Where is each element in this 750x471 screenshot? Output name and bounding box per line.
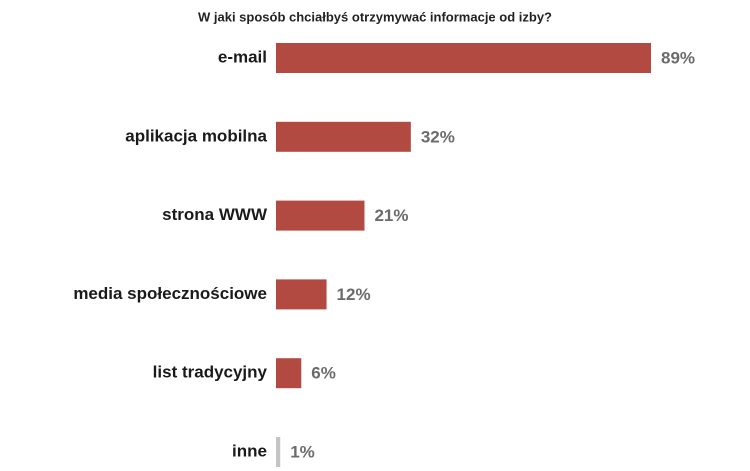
bar <box>276 121 411 152</box>
value-label: 32% <box>421 127 455 146</box>
bar <box>276 358 302 389</box>
bar <box>276 437 281 467</box>
value-label: 12% <box>337 285 371 304</box>
chart-title: W jaki sposób chciałbyś otrzymywać infor… <box>198 9 552 24</box>
category-label: e-mail <box>218 47 267 66</box>
category-label: media społecznościowe <box>73 284 267 303</box>
category-label: inne <box>232 441 267 460</box>
value-label: 21% <box>374 206 408 225</box>
category-label: aplikacja mobilna <box>125 126 267 145</box>
bar <box>276 43 651 73</box>
category-label: strona WWW <box>162 205 268 224</box>
bar <box>276 279 327 310</box>
value-label: 1% <box>290 442 315 461</box>
value-label: 6% <box>311 364 336 383</box>
value-label: 89% <box>661 48 695 67</box>
category-label: list tradycyjny <box>153 363 268 382</box>
bar <box>276 200 365 231</box>
